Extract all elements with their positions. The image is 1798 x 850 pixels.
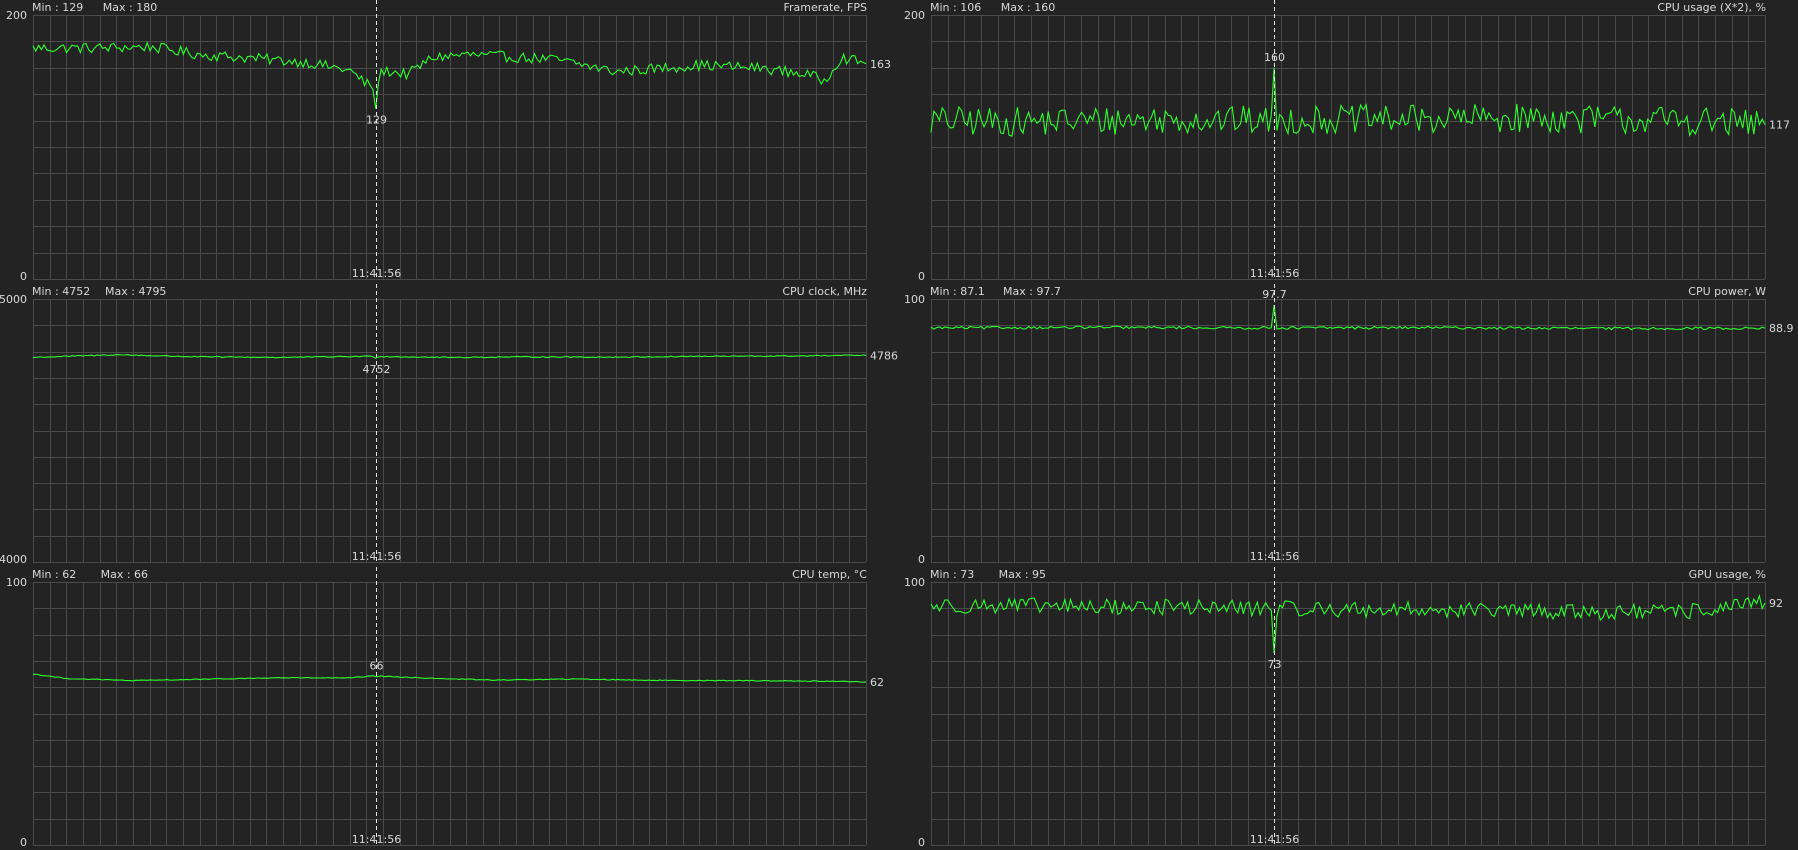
chart-title: CPU temp, °C	[792, 568, 867, 581]
chart-title: CPU usage (X*2), %	[1657, 1, 1766, 14]
panel-2: Min : 4752 Max : 4795 CPU clock, MHz 5000 40…	[0, 284, 898, 566]
cursor-time-label: 11:41:56	[352, 267, 401, 280]
series-line	[32, 41, 867, 109]
min-label: Min : 62	[32, 568, 76, 581]
cursor-value-label: 160	[1264, 51, 1285, 64]
min-label: Min : 87.1	[930, 285, 985, 298]
grid	[931, 15, 1766, 280]
chart-title: CPU power, W	[1688, 285, 1766, 298]
max-label: Max : 160	[1001, 1, 1055, 14]
panel-4: Min : 62 Max : 66 CPU temp, °C 100 0 66 62 11:4…	[6, 567, 884, 849]
max-label: Max : 66	[101, 568, 148, 581]
cursor-time-label: 11:41:56	[1250, 550, 1299, 563]
series-line	[33, 354, 867, 359]
min-label: Min : 106	[930, 1, 981, 14]
cursor-time-label: 11:41:56	[1250, 833, 1299, 846]
y-tick-min: 0	[918, 836, 925, 849]
grid	[33, 299, 867, 563]
cursor-time-label: 11:41:56	[1250, 267, 1299, 280]
y-tick-max: 100	[904, 576, 925, 589]
current-value-label: 163	[870, 58, 891, 71]
cursor-time-label: 11:41:56	[352, 833, 401, 846]
max-label: Max : 4795	[105, 285, 166, 298]
max-label: Max : 95	[999, 568, 1046, 581]
cursor-time-label: 11:41:56	[352, 550, 401, 563]
y-tick-max: 200	[6, 9, 27, 22]
y-tick-min: 4000	[0, 553, 27, 566]
max-label: Max : 180	[103, 1, 157, 14]
chart-title: GPU usage, %	[1689, 568, 1766, 581]
panel-0: Min : 129 Max : 180 Framerate, FPS 200 0 129 1…	[6, 0, 891, 283]
y-tick-max: 100	[6, 576, 27, 589]
y-tick-min: 0	[918, 270, 925, 283]
cursor-value-label: 97.7	[1262, 288, 1287, 301]
y-tick-min: 0	[20, 836, 27, 849]
cursor-value-label: 4752	[363, 363, 391, 376]
min-label: Min : 4752	[32, 285, 90, 298]
grid	[33, 582, 867, 846]
series-line	[33, 673, 867, 683]
cursor-value-label: 66	[370, 660, 384, 673]
current-value-label: 4786	[870, 349, 898, 362]
series-line	[930, 304, 1766, 331]
min-label: Min : 129	[32, 1, 83, 14]
cursor-value-label: 73	[1268, 658, 1282, 671]
series-line	[930, 593, 1766, 654]
chart-title: Framerate, FPS	[783, 1, 867, 14]
grid	[931, 582, 1766, 846]
current-value-label: 88.9	[1769, 322, 1794, 335]
panel-1: Min : 106 Max : 160 CPU usage (X*2), % 200 0…	[904, 0, 1790, 283]
y-tick-max: 200	[904, 9, 925, 22]
cursor-value-label: 129	[366, 114, 387, 127]
current-value-label: 92	[1769, 597, 1783, 610]
panel-5: Min : 73 Max : 95 GPU usage, % 100 0 73 92 11:4…	[904, 567, 1783, 849]
current-value-label: 62	[870, 676, 884, 689]
y-tick-max: 100	[904, 293, 925, 306]
chart-title: CPU clock, MHz	[782, 285, 867, 298]
max-label: Max : 97.7	[1003, 285, 1061, 298]
grid	[931, 299, 1766, 563]
y-tick-max: 5000	[0, 293, 27, 306]
current-value-label: 117	[1769, 119, 1790, 132]
panel-3: Min : 87.1 Max : 97.7 CPU power, W 100 0 97.7…	[904, 284, 1794, 566]
min-label: Min : 73	[930, 568, 974, 581]
y-tick-min: 0	[918, 553, 925, 566]
y-tick-min: 0	[20, 270, 27, 283]
series-line	[930, 67, 1766, 138]
